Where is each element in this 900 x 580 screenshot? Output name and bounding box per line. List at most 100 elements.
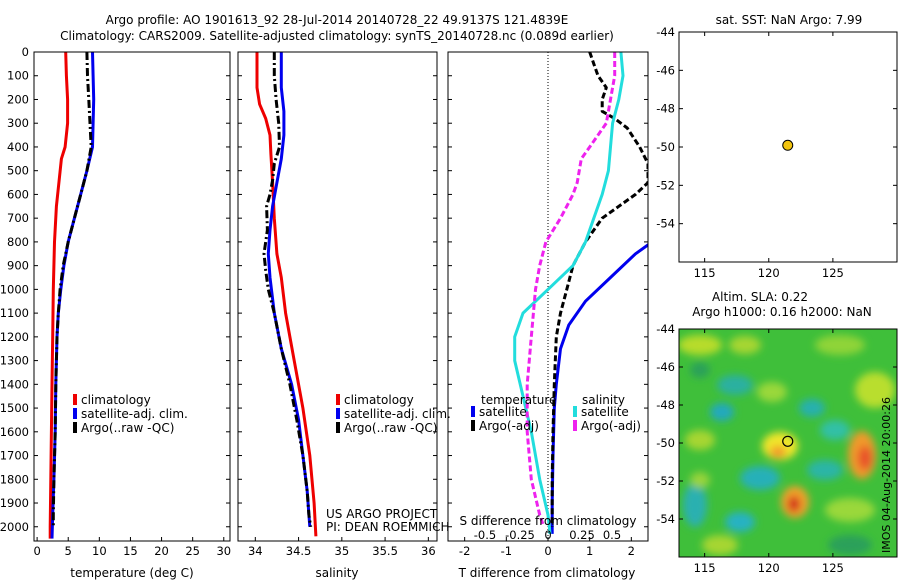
depth-axis: 0 100 200 300 400 500 600 700 800 900 1000 1100 1200… <box>0 45 230 534</box>
sla-ytick-label-4: -52 <box>656 474 675 488</box>
sla-title: Altim. SLA: 0.22 <box>712 290 808 304</box>
diff-top-tick-4: 0.5 <box>603 528 621 542</box>
depth-tick-label-1: 100 <box>7 69 29 83</box>
temp-x-axis: 0 5 10 15 20 25 30 <box>33 537 231 558</box>
diff-top-tick-2: 0 <box>544 528 551 542</box>
sal-legend-swatch-0 <box>336 394 340 405</box>
sal-legend-label-0: climatology <box>344 393 414 407</box>
sla-heatmap <box>679 329 897 557</box>
sla-marker <box>782 435 794 447</box>
diff-axis-ticks: -2 -1 0 1 2 -0.5 -0.25 0 0.25 0.5 <box>448 51 648 558</box>
temp-xtick-label-4: 20 <box>154 544 169 558</box>
diff-xtick-label-2: 0 <box>544 544 551 558</box>
temp-xlabel: temperature (deg C) <box>70 566 193 580</box>
depth-tick-label-20: 2000 <box>0 520 29 534</box>
sal-series <box>255 52 318 537</box>
diff-line-2 <box>513 52 625 535</box>
depth-tick-label-3: 300 <box>7 116 29 130</box>
diff-legend-swatch-3 <box>573 420 577 431</box>
sst-xtick-label-0: 115 <box>694 266 716 280</box>
diff-legend: temperature salinitysatelliteArgo(-adj)sa… <box>471 393 641 433</box>
depth-tick-label-18: 1800 <box>0 472 29 486</box>
sal-line-1 <box>266 52 312 527</box>
depth-tick-label-2: 200 <box>7 92 29 106</box>
temp-legend-swatch-0 <box>73 394 77 405</box>
sst-ytick-label-2: -48 <box>656 102 675 116</box>
depth-tick-label-15: 1500 <box>0 401 29 415</box>
diff-legend-label-2: satellite <box>581 405 629 419</box>
sla-ytick-label-0: -44 <box>656 322 675 336</box>
sal-legend-swatch-2 <box>336 422 340 433</box>
sla-ytick-label-5: -54 <box>656 512 675 526</box>
depth-tick-label-4: 400 <box>7 140 29 154</box>
depth-tick-label-19: 1900 <box>0 496 29 510</box>
sal-xtick-label-0: 34 <box>248 544 263 558</box>
depth-tick-label-6: 600 <box>7 187 29 201</box>
diff-legend-label-0: satellite <box>479 405 527 419</box>
sal-xlabel: salinity <box>315 566 358 580</box>
diff-legend-label-3: Argo(-adj) <box>581 419 641 433</box>
sal-legend-label-1: satellite-adj. clim. <box>344 407 451 421</box>
temp-xtick-label-1: 5 <box>65 544 72 558</box>
temp-legend-label-0: climatology <box>81 393 151 407</box>
diff-xtick-label-0: -2 <box>459 544 470 558</box>
sal-xtick-label-3: 35.5 <box>372 544 398 558</box>
sst-xtick-label-1: 120 <box>758 266 780 280</box>
temp-axes-frame <box>33 51 231 542</box>
project-label: US ARGO PROJECT <box>326 507 438 521</box>
sst-ytick-label-1: -46 <box>656 63 675 77</box>
depth-tick-label-16: 1600 <box>0 425 29 439</box>
diff-top-tick-1: -0.25 <box>505 528 535 542</box>
sal-xtick-label-2: 35 <box>335 544 350 558</box>
diff-xtick-label-1: -1 <box>501 544 512 558</box>
diff-legend-title-temp: temperature <box>481 393 556 407</box>
depth-tick-label-17: 1700 <box>0 449 29 463</box>
diff-legend-swatch-0 <box>471 406 475 417</box>
pi-label: PI: DEAN ROEMMICH <box>326 520 449 534</box>
sal-axes-frame <box>237 51 438 542</box>
diff-legend-label-1: Argo(-adj) <box>479 419 539 433</box>
temp-legend-label-1: satellite-adj. clim. <box>81 407 188 421</box>
sst-xtick-label-2: 125 <box>822 266 844 280</box>
depth-tick-label-14: 1400 <box>0 377 29 391</box>
sla-ytick-label-3: -50 <box>656 436 675 450</box>
sal-line-0 <box>255 52 318 537</box>
depth-tick-label-11: 1100 <box>0 306 29 320</box>
depth-tick-label-7: 700 <box>7 211 29 225</box>
temp-xtick-label-0: 0 <box>33 544 40 558</box>
temp-series <box>48 52 96 539</box>
diff-legend-swatch-2 <box>573 406 577 417</box>
sla-ytick-label-1: -46 <box>656 360 675 374</box>
sla-xtick-label-0: 115 <box>694 561 716 575</box>
diff-legend-swatch-1 <box>471 420 475 431</box>
sla-xtick-label-1: 120 <box>758 561 780 575</box>
sst-ytick-label-3: -50 <box>656 140 675 154</box>
imos-side-label: IMOS 04-Aug-2014 20:00:26 <box>880 397 893 553</box>
sal-line-2 <box>262 52 313 528</box>
sal-axis-ticks: 34 34.5 35 35.5 36 <box>238 51 437 558</box>
sal-legend-label-2: Argo(..raw -QC) <box>344 421 437 435</box>
salinity-panel: 34 34.5 35 35.5 36 salinity climatologysatel… <box>237 51 451 580</box>
sal-xtick-label-4: 36 <box>421 544 436 558</box>
temp-line-2 <box>51 52 93 527</box>
sst-axis-ticks: 115 120 125 -44 -46 -48 -50 -52 -54 <box>656 25 897 280</box>
depth-tick-label-10: 1000 <box>0 282 29 296</box>
sst-map-panel: sat. SST: NaN Argo: 7.99 115 120 125 -44 -46… <box>656 13 898 280</box>
temp-xtick-label-3: 15 <box>123 544 138 558</box>
temp-xtick-label-6: 30 <box>216 544 231 558</box>
sst-points <box>782 139 794 151</box>
diff-xlabel: T difference from climatology <box>458 566 636 580</box>
sst-ytick-label-0: -44 <box>656 25 675 39</box>
depth-tick-label-12: 1200 <box>0 330 29 344</box>
temp-legend-swatch-2 <box>73 422 77 433</box>
difference-panel: -2 -1 0 1 2 -0.5 -0.25 0 0.25 0.5 T difference fr… <box>447 51 649 580</box>
depth-tick-label-0: 0 <box>22 45 29 59</box>
sst-point-0 <box>782 139 794 151</box>
sla-map-panel: Altim. SLA: 0.22 Argo h1000: 0.16 h2000:… <box>656 290 898 575</box>
depth-tick-label-8: 800 <box>7 235 29 249</box>
diff-axes-frame <box>447 51 649 542</box>
temp-legend-swatch-1 <box>73 408 77 419</box>
